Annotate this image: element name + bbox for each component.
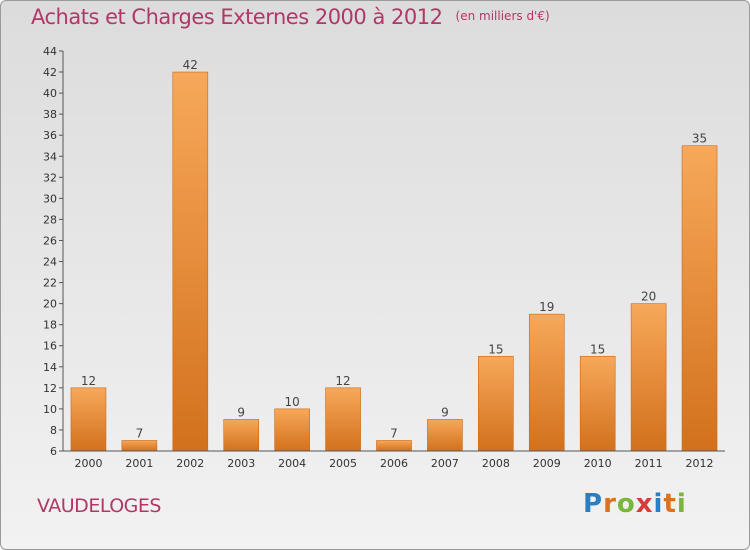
data-label-2004: 10 bbox=[285, 395, 300, 409]
data-label-2001: 7 bbox=[136, 426, 144, 440]
x-tick-label-2004: 2004 bbox=[278, 457, 306, 470]
bar-2009 bbox=[528, 313, 565, 452]
y-tick-label-44: 44 bbox=[43, 45, 57, 58]
x-tick-label-2012: 2012 bbox=[686, 457, 714, 470]
data-label-2003: 9 bbox=[237, 405, 245, 419]
logo-letter: x bbox=[635, 489, 654, 519]
data-label-2009: 19 bbox=[539, 300, 554, 314]
bar-2004 bbox=[274, 408, 310, 452]
logo-letter: t bbox=[663, 489, 677, 519]
y-tick-label-18: 18 bbox=[43, 319, 57, 332]
x-tick-label-2000: 2000 bbox=[74, 457, 102, 470]
logo-letter: i bbox=[653, 489, 664, 519]
y-tick-label-40: 40 bbox=[43, 87, 57, 100]
y-tick-label-20: 20 bbox=[43, 298, 57, 311]
y-tick-label-32: 32 bbox=[43, 171, 57, 184]
x-tick-label-2010: 2010 bbox=[584, 457, 612, 470]
bar-2007 bbox=[427, 419, 463, 452]
bar-2001 bbox=[121, 440, 158, 452]
y-tick-label-14: 14 bbox=[43, 361, 57, 374]
x-tick-label-2002: 2002 bbox=[176, 457, 204, 470]
data-label-2011: 20 bbox=[641, 290, 656, 304]
x-tick-label-2009: 2009 bbox=[533, 457, 561, 470]
data-label-2006: 7 bbox=[390, 426, 398, 440]
x-tick-label-2006: 2006 bbox=[380, 457, 408, 470]
commune-name: VAUDELOGES bbox=[37, 495, 161, 517]
y-tick-label-36: 36 bbox=[43, 129, 57, 142]
logo-letter: i bbox=[676, 489, 687, 519]
x-tick-label-2008: 2008 bbox=[482, 457, 510, 470]
logo-letter: o bbox=[616, 489, 636, 519]
data-label-2002: 42 bbox=[183, 58, 198, 72]
logo-letter: r bbox=[603, 489, 617, 519]
logo-letter: P bbox=[583, 489, 604, 519]
x-tick-label-2003: 2003 bbox=[227, 457, 255, 470]
y-tick-label-16: 16 bbox=[43, 340, 57, 353]
bar-2003 bbox=[223, 419, 260, 452]
y-tick-label-12: 12 bbox=[43, 382, 57, 395]
y-tick-label-8: 8 bbox=[50, 424, 57, 437]
bar-2000 bbox=[70, 387, 107, 452]
bar-2011 bbox=[630, 303, 667, 452]
y-tick-label-34: 34 bbox=[43, 150, 57, 163]
bar-2005 bbox=[325, 387, 361, 452]
y-tick-label-6: 6 bbox=[50, 445, 57, 458]
x-tick-label-2007: 2007 bbox=[431, 457, 459, 470]
y-tick-label-22: 22 bbox=[43, 277, 57, 290]
data-label-2010: 15 bbox=[590, 342, 605, 356]
data-label-2005: 12 bbox=[335, 374, 350, 388]
y-tick-label-42: 42 bbox=[43, 66, 57, 79]
y-tick-label-10: 10 bbox=[43, 403, 57, 416]
bar-2006 bbox=[376, 440, 412, 452]
y-tick-label-30: 30 bbox=[43, 192, 57, 205]
chart-title: Achats et Charges Externes 2000 à 2012 (… bbox=[31, 5, 550, 29]
x-tick-label-2011: 2011 bbox=[635, 457, 663, 470]
y-tick-label-28: 28 bbox=[43, 213, 57, 226]
y-tick-label-24: 24 bbox=[43, 256, 57, 269]
bar-2010 bbox=[579, 355, 616, 452]
chart-title-text: Achats et Charges Externes 2000 à 2012 bbox=[31, 5, 443, 29]
data-label-2000: 12 bbox=[81, 374, 96, 388]
bar-2012 bbox=[681, 145, 718, 452]
chart-unit-text: (en milliers d'€) bbox=[455, 9, 550, 23]
x-tick-label-2001: 2001 bbox=[125, 457, 153, 470]
y-tick-label-38: 38 bbox=[43, 108, 57, 121]
y-tick-label-26: 26 bbox=[43, 234, 57, 247]
data-label-2008: 15 bbox=[488, 342, 503, 356]
x-tick-label-2005: 2005 bbox=[329, 457, 357, 470]
bar-2008 bbox=[478, 355, 514, 452]
data-label-2007: 9 bbox=[441, 405, 449, 419]
bar-2002 bbox=[172, 71, 209, 452]
data-label-2012: 35 bbox=[692, 132, 707, 146]
proxiti-logo: Proxiti bbox=[583, 489, 687, 519]
